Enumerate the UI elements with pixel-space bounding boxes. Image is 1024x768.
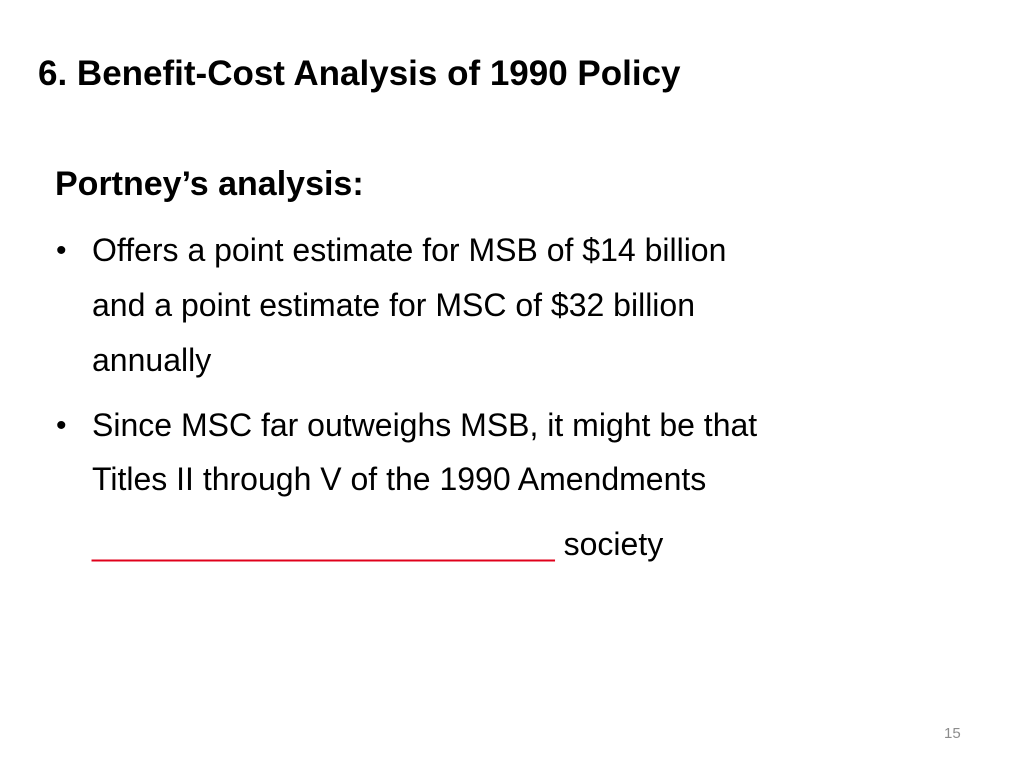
bullet-line: and a point estimate for MSC of $32 bill… <box>92 287 695 323</box>
blank: __________________________ <box>92 526 555 562</box>
bullet-dot: • <box>56 409 67 442</box>
bullet-line: Titles II through V of the 1990 Amendmen… <box>92 461 707 497</box>
bullet-line: annually <box>92 342 212 378</box>
fill-in-line: __________________________ society <box>92 528 663 560</box>
subtitle: Portney’s analysis: <box>55 165 364 203</box>
bullet-dot: • <box>56 234 67 267</box>
page-number: 15 <box>944 725 961 742</box>
bullet-line: Offers a point estimate for MSB of $14 b… <box>92 232 727 268</box>
blank-tail: society <box>563 526 664 562</box>
bullet-line: Since MSC far outweighs MSB, it might be… <box>92 407 758 443</box>
slide-title: 6. Benefit-Cost Analysis of 1990 Policy <box>38 54 681 93</box>
